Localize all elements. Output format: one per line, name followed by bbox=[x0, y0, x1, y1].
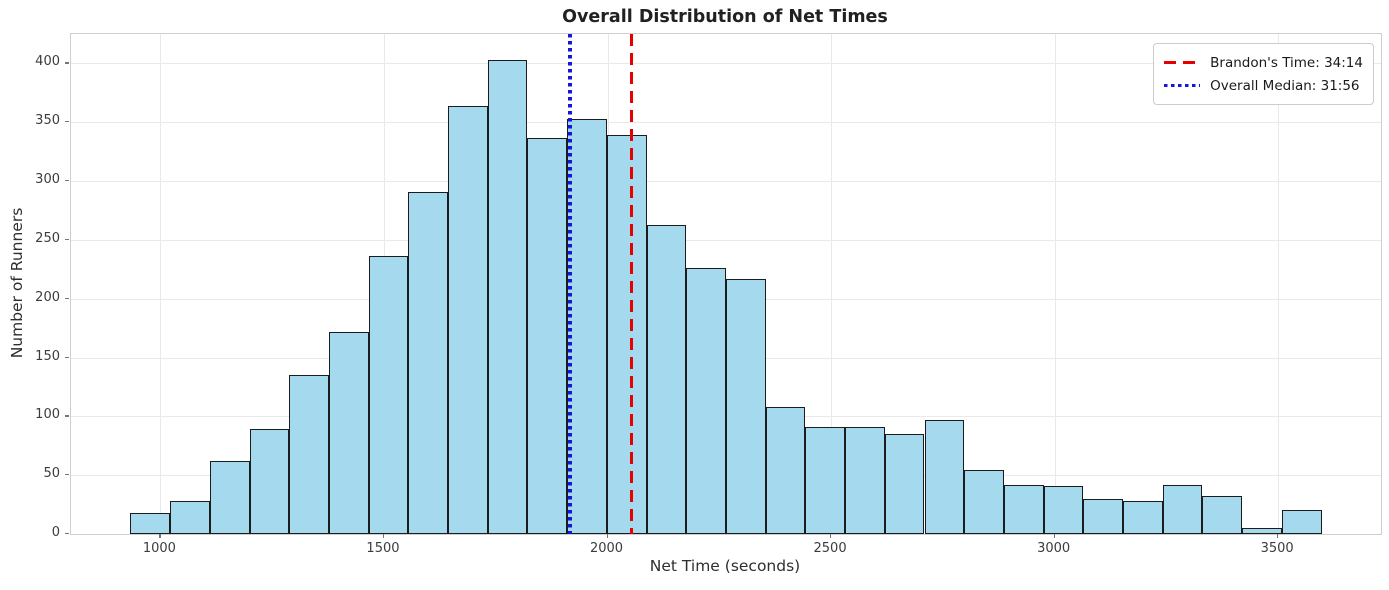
y-tick-label-0: 0 bbox=[51, 525, 60, 540]
gridline-x-3000 bbox=[1054, 34, 1056, 534]
x-tick-label-1500: 1500 bbox=[366, 541, 400, 556]
histogram-bar bbox=[408, 191, 449, 534]
legend-item-brandons-time-line: Brandon's Time: 34:14 bbox=[1164, 51, 1363, 74]
gridline-y-400 bbox=[71, 63, 1381, 65]
x-axis-label: Net Time (seconds) bbox=[649, 557, 801, 575]
gridline-x-3500 bbox=[1278, 34, 1280, 534]
chart-title: Overall Distribution of Net Times bbox=[562, 7, 888, 27]
legend: Brandon's Time: 34:14 Overall Median: 31:… bbox=[1153, 43, 1374, 105]
x-tick-label-1000: 1000 bbox=[142, 541, 176, 556]
y-tick-mark-0 bbox=[65, 533, 69, 535]
histogram-bar bbox=[1202, 496, 1243, 534]
y-tick-mark-150 bbox=[65, 356, 69, 358]
histogram-bar bbox=[646, 224, 687, 534]
histogram-bar bbox=[527, 137, 568, 534]
x-tick-mark-1000 bbox=[159, 534, 161, 538]
y-tick-label-50: 50 bbox=[43, 466, 60, 482]
overall-median-line bbox=[568, 34, 572, 534]
y-tick-label-400: 400 bbox=[35, 54, 60, 70]
histogram-bar bbox=[686, 268, 726, 534]
histogram-bar bbox=[567, 118, 607, 534]
histogram-bar bbox=[448, 105, 488, 534]
y-tick-mark-250 bbox=[65, 238, 69, 241]
y-tick-label-350: 350 bbox=[35, 113, 60, 129]
dashed-line-swatch bbox=[1164, 60, 1201, 65]
histogram-bar bbox=[964, 470, 1004, 534]
histogram-bar bbox=[1083, 498, 1123, 534]
gridline-x-2500 bbox=[831, 34, 833, 534]
y-tick-label-200: 200 bbox=[35, 289, 60, 305]
x-tick-label-3500: 3500 bbox=[1260, 541, 1294, 556]
gridline-y-250 bbox=[71, 239, 1381, 241]
histogram-bar bbox=[130, 512, 171, 534]
x-tick-mark-2000 bbox=[606, 534, 608, 538]
legend-label: Overall Median: 31:56 bbox=[1210, 77, 1360, 94]
histogram-bar bbox=[606, 135, 647, 534]
x-tick-label-3000: 3000 bbox=[1037, 541, 1071, 556]
histogram-bar bbox=[884, 434, 925, 534]
x-tick-label-2500: 2500 bbox=[813, 541, 847, 556]
y-tick-mark-50 bbox=[65, 474, 69, 476]
y-tick-label-150: 150 bbox=[35, 348, 60, 364]
histogram-bar bbox=[1281, 510, 1322, 534]
histogram-bar bbox=[765, 406, 806, 534]
x-tick-mark-3000 bbox=[1053, 534, 1055, 538]
histogram-bar bbox=[170, 501, 210, 534]
x-tick-mark-2500 bbox=[830, 534, 832, 538]
y-tick-label-300: 300 bbox=[35, 172, 60, 188]
y-axis-label: Number of Runners bbox=[8, 207, 26, 359]
histogram-bar bbox=[1162, 484, 1203, 534]
histogram-bar bbox=[1003, 484, 1044, 534]
y-tick-mark-300 bbox=[65, 180, 69, 182]
y-tick-mark-350 bbox=[65, 121, 69, 123]
histogram-bar bbox=[249, 429, 290, 534]
histogram-bar bbox=[209, 461, 250, 534]
histogram-bar bbox=[845, 426, 885, 534]
y-tick-mark-200 bbox=[65, 297, 69, 299]
histogram-bar bbox=[924, 419, 965, 534]
gridline-y-300 bbox=[71, 181, 1381, 183]
y-tick-mark-100 bbox=[65, 415, 69, 417]
histogram-bar bbox=[1123, 501, 1163, 534]
histogram-bar bbox=[487, 59, 528, 534]
legend-item-overall-median-line: Overall Median: 31:56 bbox=[1164, 74, 1363, 97]
x-tick-label-2000: 2000 bbox=[589, 541, 624, 556]
gridline-y-350 bbox=[71, 122, 1381, 124]
histogram-bar bbox=[1043, 485, 1084, 534]
brandons-time-line bbox=[629, 34, 634, 534]
y-tick-label-250: 250 bbox=[35, 230, 60, 246]
plot-area: Brandon's Time: 34:14 Overall Median: 31:… bbox=[70, 33, 1382, 535]
histogram-bar bbox=[1242, 528, 1282, 534]
x-tick-mark-3500 bbox=[1277, 534, 1279, 538]
histogram-bar bbox=[805, 426, 846, 534]
histogram-bar bbox=[726, 278, 766, 534]
histogram-bar bbox=[328, 331, 369, 534]
y-tick-mark-400 bbox=[65, 62, 69, 64]
gridline-x-1000 bbox=[160, 34, 162, 534]
histogram-bar bbox=[289, 375, 329, 534]
legend-label: Brandon's Time: 34:14 bbox=[1210, 54, 1363, 71]
y-tick-label-100: 100 bbox=[35, 407, 60, 423]
histogram-bar bbox=[368, 256, 409, 534]
x-tick-mark-1500 bbox=[382, 534, 385, 538]
dotted-line-swatch bbox=[1164, 83, 1201, 88]
